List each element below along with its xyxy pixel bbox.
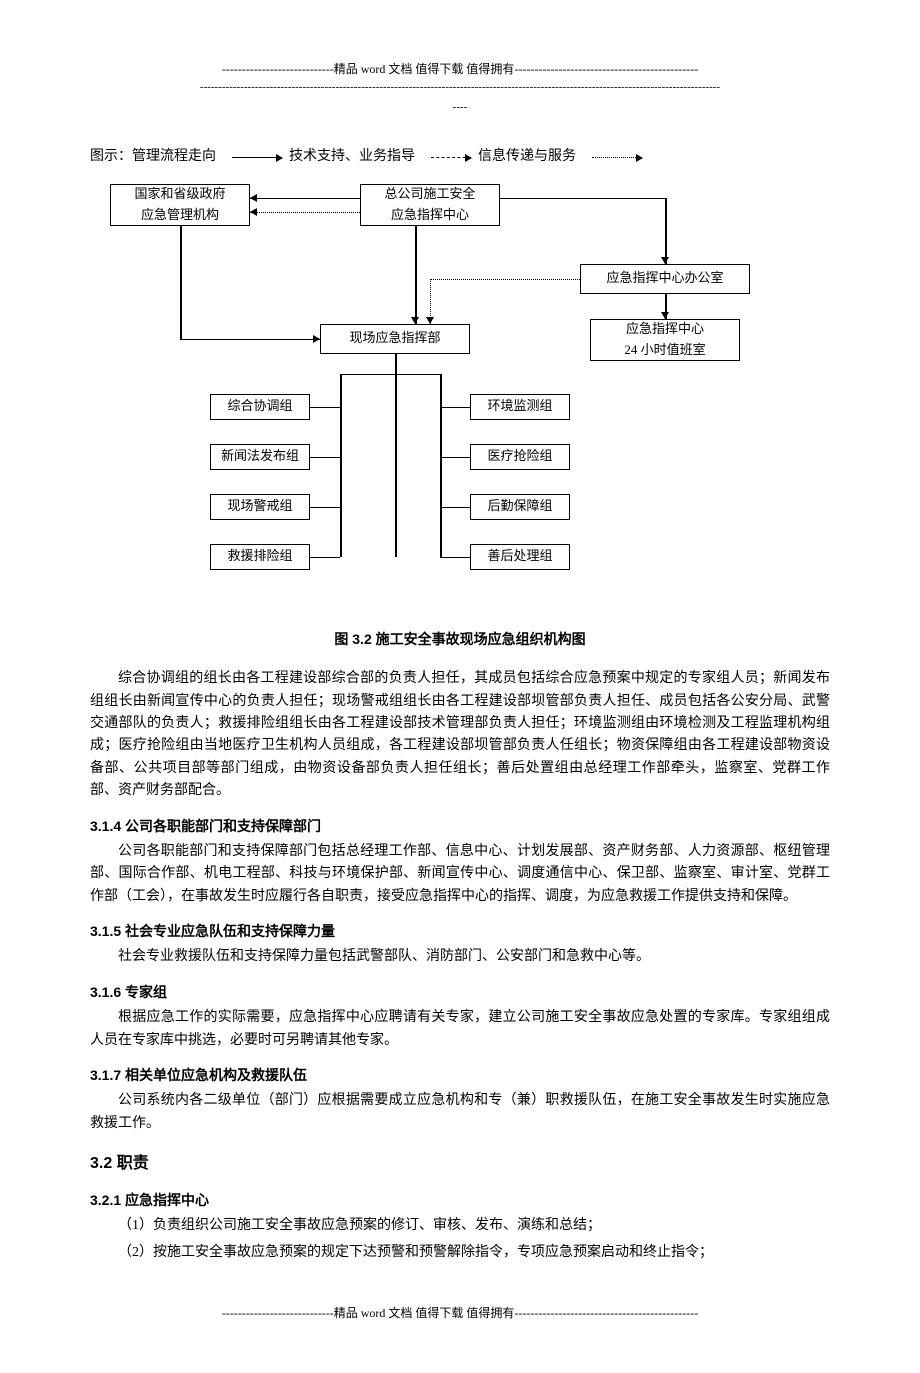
heading-3-2-1: 3.2.1 应急指挥中心 (90, 1189, 830, 1211)
page-header-sub1: ----------------------------------------… (90, 79, 830, 97)
heading-3-1-4: 3.1.4 公司各职能部门和支持保障部门 (90, 815, 830, 837)
legend-label-2: 技术支持、业务指导 (289, 149, 415, 164)
heading-3-2: 3.2 职责 (90, 1151, 830, 1177)
page-header-sub2: ---- (90, 99, 830, 117)
page-header: ----------------------------精品 word 文档 值… (90, 60, 830, 79)
node-office: 应急指挥中心办公室 (580, 264, 750, 294)
node-g8: 善后处理组 (470, 544, 570, 570)
diagram-caption: 图 3.2 施工安全事故现场应急组织机构图 (90, 628, 830, 650)
paragraph-3-1-6: 根据应急工作的实际需要，应急指挥中心应聘请有关专家，建立公司施工安全事故应急处置… (90, 1007, 830, 1052)
legend-arrow-dot-icon (592, 157, 642, 158)
node-gov: 国家和省级政府应急管理机构 (110, 184, 250, 226)
node-g6: 医疗抢险组 (470, 444, 570, 470)
node-g3: 现场警戒组 (210, 494, 310, 520)
node-site: 现场应急指挥部 (320, 324, 470, 354)
node-duty: 应急指挥中心24 小时值班室 (590, 319, 740, 361)
paragraph-3-1-5: 社会专业救援队伍和支持保障力量包括武警部队、消防部门、公安部门和急救中心等。 (90, 946, 830, 968)
node-g2: 新闻法发布组 (210, 444, 310, 470)
heading-3-1-7: 3.1.7 相关单位应急机构及救援队伍 (90, 1064, 830, 1086)
heading-3-1-6: 3.1.6 专家组 (90, 981, 830, 1003)
heading-3-1-5: 3.1.5 社会专业应急队伍和支持保障力量 (90, 920, 830, 942)
legend-label-3: 信息传递与服务 (478, 149, 576, 164)
diagram-legend: 图示：管理流程走向 技术支持、业务指导 信息传递与服务 (90, 146, 830, 168)
legend-arrow-dash-icon (431, 157, 471, 158)
paragraph-3-1-7: 公司系统内各二级单位（部门）应根据需要成立应急机构和专（兼）职救援队伍，在施工安… (90, 1090, 830, 1135)
legend-label-1: 图示：管理流程走向 (90, 149, 216, 164)
org-chart-diagram: 国家和省级政府应急管理机构 总公司施工安全应急指挥中心 应急指挥中心办公室 现场… (110, 184, 810, 614)
node-hq: 总公司施工安全应急指挥中心 (360, 184, 500, 226)
node-g7: 后勤保障组 (470, 494, 570, 520)
node-g5: 环境监测组 (470, 394, 570, 420)
paragraph-3-2-1b: （2）按施工安全事故应急预案的规定下达预警和预警解除指令，专项应急预案启动和终止… (90, 1242, 830, 1264)
paragraph-3-1-4: 公司各职能部门和支持保障部门包括总经理工作部、信息中心、计划发展部、资产财务部、… (90, 841, 830, 908)
node-g4: 救援排险组 (210, 544, 310, 570)
legend-arrow-solid-icon (232, 157, 282, 158)
paragraph-intro: 综合协调组的组长由各工程建设部综合部的负责人担任，其成员包括综合应急预案中规定的… (90, 668, 830, 802)
paragraph-3-2-1a: （1）负责组织公司施工安全事故应急预案的修订、审核、发布、演练和总结； (90, 1215, 830, 1237)
page-footer: ----------------------------精品 word 文档 值… (90, 1304, 830, 1323)
node-g1: 综合协调组 (210, 394, 310, 420)
